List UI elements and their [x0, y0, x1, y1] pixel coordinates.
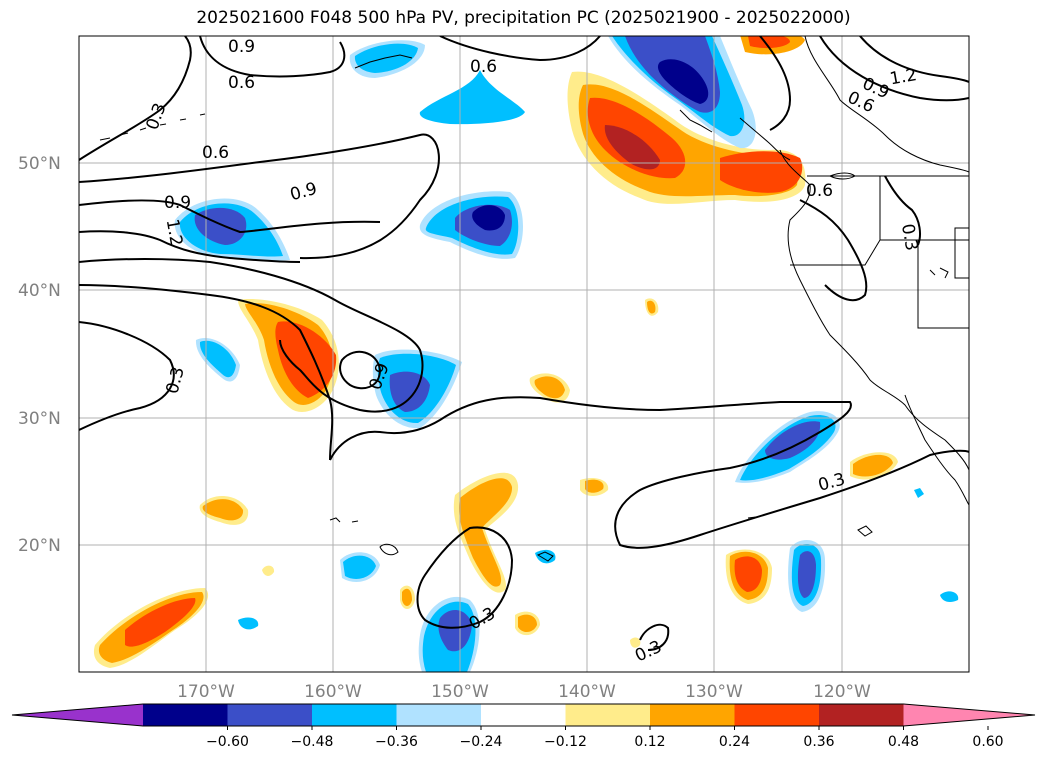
lat-label: 50°N: [18, 154, 61, 174]
colorbar-tick-label: −0.36: [375, 734, 418, 750]
colorbar-segment: [227, 704, 313, 726]
lon-label: 170°W: [177, 682, 235, 702]
map-title: 2025021600 F048 500 hPa PV, precipitatio…: [196, 8, 851, 28]
lon-label: 160°W: [304, 682, 362, 702]
colorbar-segment: [396, 704, 482, 726]
colorbar-segment: [481, 704, 566, 726]
colorbar-outline: [11, 703, 1036, 727]
colorbar-extend-low: [12, 704, 143, 726]
lat-label: 40°N: [18, 281, 61, 301]
lon-label: 130°W: [685, 682, 743, 702]
colorbar-segment: [650, 704, 735, 726]
colorbar: −0.60 −0.48 −0.36 −0.24 −0.12 0.12 0.24 0.36 0.4…: [11, 703, 1036, 750]
contour-labels: 0.9 0.6 0.6 0.3 0.6 0.9 0.9 1.2 0.3 0.9 …: [143, 37, 922, 666]
contour-label: 0.9: [228, 37, 255, 57]
colorbar-tick-label: 0.60: [972, 734, 1003, 750]
contour-label: 1.2: [888, 65, 918, 89]
colorbar-tick-label: −0.60: [206, 734, 249, 750]
colorbar-segment: [734, 704, 820, 726]
colorbar-segment: [565, 704, 651, 726]
lat-label: 20°N: [18, 536, 61, 556]
plot-area: 0.9 0.6 0.6 0.3 0.6 0.9 0.9 1.2 0.3 0.9 …: [79, 36, 969, 672]
lon-label: 150°W: [431, 682, 489, 702]
coastlines: [99, 36, 969, 562]
colorbar-tick-label: 0.12: [634, 734, 665, 750]
lon-label: 120°W: [813, 682, 871, 702]
lat-label: 30°N: [18, 409, 61, 429]
contour-label: 0.6: [470, 57, 497, 77]
colorbar-extend-high: [903, 704, 1035, 726]
precip-positive-anomalies: [93, 36, 898, 668]
colorbar-segment: [819, 704, 904, 726]
plot-frame: [78, 35, 970, 673]
colorbar-segment: [143, 704, 228, 726]
gridlines: [79, 36, 969, 672]
contour-label: 1.2: [162, 218, 186, 248]
pv-contours: [79, 36, 969, 651]
contour-label: 0.6: [202, 143, 229, 163]
contour-label: 0.6: [228, 73, 255, 93]
colorbar-segment: [312, 704, 397, 726]
contour-label: 0.6: [806, 181, 833, 201]
longitude-labels: 170°W 160°W 150°W 140°W 130°W 120°W: [177, 682, 871, 702]
colorbar-tick-label: −0.12: [544, 734, 587, 750]
latitude-labels: 50°N 40°N 30°N 20°N: [18, 154, 61, 556]
colorbar-tick-label: 0.24: [719, 734, 750, 750]
contour-label: 0.9: [164, 193, 191, 213]
colorbar-tick-label: −0.24: [460, 734, 503, 750]
colorbar-tick-label: 0.48: [888, 734, 919, 750]
lon-label: 140°W: [558, 682, 616, 702]
contour-label: 0.3: [897, 222, 921, 252]
colorbar-tick-label: −0.48: [291, 734, 334, 750]
colorbar-tick-label: 0.36: [803, 734, 834, 750]
